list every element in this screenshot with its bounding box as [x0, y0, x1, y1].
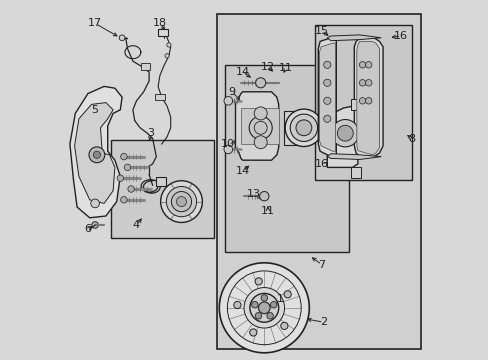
Circle shape: [284, 291, 291, 298]
Text: 13: 13: [246, 189, 260, 199]
Text: 15: 15: [314, 26, 328, 36]
Text: 3: 3: [147, 128, 154, 138]
Bar: [111, 140, 213, 238]
Circle shape: [127, 186, 134, 192]
Bar: [224, 65, 348, 252]
Circle shape: [365, 62, 371, 68]
Circle shape: [365, 80, 371, 86]
Text: 2: 2: [320, 317, 326, 327]
Circle shape: [359, 98, 365, 104]
Circle shape: [259, 192, 268, 201]
Text: 5: 5: [91, 105, 99, 115]
Circle shape: [166, 43, 171, 47]
FancyBboxPatch shape: [155, 94, 164, 100]
Circle shape: [254, 107, 266, 120]
Circle shape: [270, 302, 276, 308]
FancyBboxPatch shape: [156, 177, 165, 186]
Text: 17: 17: [88, 18, 102, 28]
Text: 12: 12: [260, 62, 274, 72]
Circle shape: [224, 145, 232, 154]
Polygon shape: [326, 35, 381, 41]
FancyBboxPatch shape: [141, 63, 150, 70]
Text: 11: 11: [261, 206, 274, 216]
Circle shape: [89, 147, 104, 163]
Polygon shape: [75, 103, 115, 203]
Circle shape: [171, 192, 191, 212]
Text: 8: 8: [407, 134, 415, 144]
Polygon shape: [70, 86, 122, 218]
Circle shape: [289, 114, 317, 141]
Text: 4: 4: [133, 220, 140, 230]
Polygon shape: [319, 43, 335, 151]
Bar: [350, 99, 361, 110]
Circle shape: [176, 197, 186, 207]
Circle shape: [359, 80, 365, 86]
Circle shape: [255, 78, 265, 88]
Circle shape: [219, 263, 309, 353]
Circle shape: [258, 302, 269, 314]
Circle shape: [323, 97, 330, 104]
Circle shape: [365, 98, 371, 104]
Circle shape: [244, 288, 284, 328]
Circle shape: [331, 120, 358, 147]
Text: 10: 10: [221, 139, 235, 149]
Polygon shape: [325, 106, 365, 167]
Text: 14: 14: [235, 166, 249, 176]
Circle shape: [117, 175, 123, 181]
Bar: [217, 14, 420, 349]
Text: 7: 7: [318, 260, 325, 270]
Circle shape: [323, 61, 330, 68]
Circle shape: [121, 197, 127, 203]
Circle shape: [295, 120, 311, 136]
Text: 1: 1: [276, 294, 284, 304]
Text: 9: 9: [228, 87, 235, 97]
FancyBboxPatch shape: [158, 29, 168, 36]
Circle shape: [251, 302, 258, 308]
Circle shape: [323, 115, 330, 122]
Circle shape: [164, 54, 169, 58]
Circle shape: [224, 96, 232, 105]
Circle shape: [249, 293, 278, 322]
Circle shape: [266, 312, 273, 319]
Circle shape: [254, 121, 266, 134]
Circle shape: [280, 322, 287, 329]
Text: 6: 6: [84, 224, 91, 234]
Circle shape: [323, 79, 330, 86]
Polygon shape: [354, 38, 382, 157]
Circle shape: [255, 278, 262, 285]
Text: 16: 16: [314, 159, 328, 169]
Circle shape: [119, 35, 125, 41]
Bar: [241, 108, 278, 144]
Text: 18: 18: [153, 18, 166, 28]
Circle shape: [285, 109, 322, 147]
Polygon shape: [326, 154, 381, 159]
Bar: [314, 25, 411, 180]
Circle shape: [91, 199, 99, 208]
Circle shape: [233, 301, 241, 309]
Circle shape: [93, 151, 101, 158]
Circle shape: [92, 222, 98, 228]
Circle shape: [160, 181, 202, 222]
Circle shape: [124, 164, 130, 171]
Circle shape: [121, 153, 127, 160]
Circle shape: [359, 62, 365, 68]
Circle shape: [337, 125, 352, 141]
Polygon shape: [235, 92, 278, 160]
Circle shape: [166, 186, 196, 217]
Text: 14: 14: [235, 67, 249, 77]
Polygon shape: [356, 41, 379, 155]
Circle shape: [249, 329, 256, 336]
Bar: [350, 167, 361, 178]
Text: 11: 11: [278, 63, 292, 73]
Bar: [284, 111, 305, 145]
Text: 16: 16: [393, 31, 407, 41]
Polygon shape: [318, 38, 336, 157]
Circle shape: [255, 312, 261, 319]
Circle shape: [261, 294, 267, 301]
Circle shape: [254, 136, 266, 149]
